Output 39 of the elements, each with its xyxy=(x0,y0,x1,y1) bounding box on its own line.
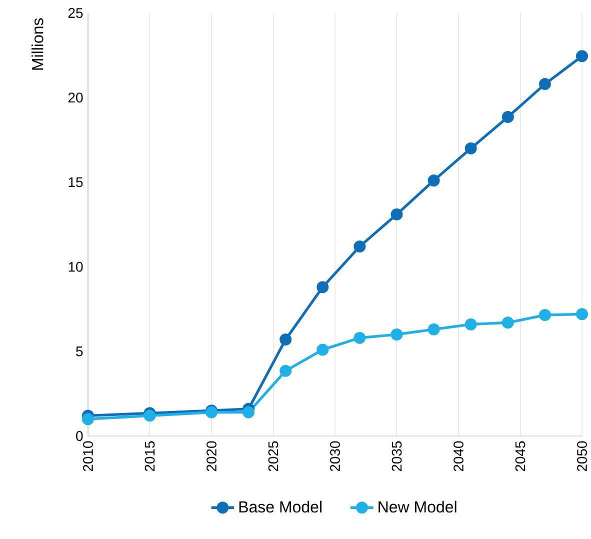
x-tick-label: 2040 xyxy=(454,441,464,472)
y-tick-label: 5 xyxy=(76,346,83,356)
point xyxy=(144,410,156,422)
point xyxy=(82,413,94,426)
x-tick-label: 2025 xyxy=(268,441,278,472)
point xyxy=(280,364,292,377)
y-tick-label: 15 xyxy=(68,177,83,188)
point xyxy=(390,208,403,220)
legend-label: New Model xyxy=(378,500,456,513)
x-tick-label: 2050 xyxy=(577,441,587,472)
y-axis-title: Millions xyxy=(32,18,44,70)
point xyxy=(502,111,514,124)
point xyxy=(502,316,514,329)
x-tick-label: 2010 xyxy=(83,441,93,472)
x-tick-label: 2045 xyxy=(515,441,526,472)
x-tick-label: 2015 xyxy=(144,441,155,472)
point xyxy=(280,334,292,346)
y-tick-label: 0 xyxy=(76,431,83,441)
point xyxy=(316,281,329,294)
point xyxy=(354,240,366,252)
point xyxy=(538,309,551,322)
legend-label: Base Model xyxy=(239,500,322,513)
point xyxy=(316,344,329,356)
point xyxy=(576,50,588,62)
point xyxy=(428,174,440,187)
y-tick-label: 10 xyxy=(68,262,83,272)
point xyxy=(354,332,366,344)
point xyxy=(464,142,477,154)
point xyxy=(390,328,403,340)
x-tick-label: 2030 xyxy=(330,441,340,472)
point xyxy=(242,406,255,418)
x-tick-label: 2020 xyxy=(206,441,216,472)
x-tick-label: 2035 xyxy=(392,441,402,472)
point xyxy=(576,308,588,320)
point xyxy=(428,323,440,336)
y-tick-label: 20 xyxy=(68,92,83,103)
point xyxy=(538,78,551,90)
point xyxy=(464,318,477,330)
y-tick-label: 25 xyxy=(68,8,83,18)
